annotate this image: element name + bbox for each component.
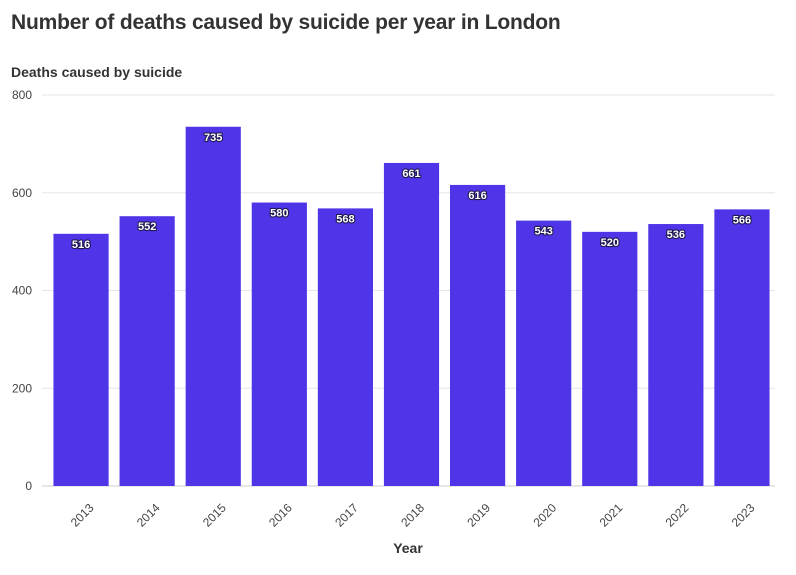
bar-value-labels: 516 552 735 580 568 661 616 543 520 536 566 (71, 131, 752, 252)
y-tick-label: 800 (12, 88, 32, 102)
bar-2015[interactable] (185, 126, 241, 487)
bar-value-label-2019: 616 (468, 190, 486, 202)
y-tick-label: 600 (12, 186, 32, 200)
chart-title: Number of deaths caused by suicide per y… (11, 11, 561, 34)
bar-2018[interactable] (383, 162, 440, 486)
x-tick-label-2020: 2020 (530, 501, 559, 530)
y-axis-ticks: 0 200 400 600 800 (12, 88, 32, 493)
x-tick-label-2023: 2023 (729, 501, 758, 530)
bar-2016[interactable] (251, 202, 307, 486)
bar-value-label-2013: 516 (72, 239, 90, 251)
x-tick-label-2019: 2019 (464, 501, 493, 530)
x-tick-label-2022: 2022 (663, 501, 692, 530)
bar-value-label-2020: 543 (535, 226, 553, 238)
x-axis-ticks: 2013 2014 2015 2016 2017 2018 2019 2020 2021 2022… (68, 501, 758, 530)
bar-2019[interactable] (449, 184, 506, 486)
x-tick-label-2013: 2013 (68, 501, 97, 530)
y-tick-label: 400 (12, 284, 32, 298)
bar-value-label-2017: 568 (336, 213, 354, 225)
x-tick-label-2014: 2014 (134, 501, 163, 530)
bar-value-label-2021: 520 (601, 237, 619, 249)
bar-value-label-2015: 735 (204, 132, 222, 144)
bar-2013[interactable] (53, 233, 109, 486)
bars (53, 126, 770, 487)
x-tick-label-2015: 2015 (200, 501, 229, 530)
bar-2023[interactable] (714, 209, 770, 486)
bar-value-label-2016: 580 (270, 208, 288, 220)
x-tick-label-2018: 2018 (398, 501, 427, 530)
bar-2022[interactable] (648, 224, 704, 486)
y-tick-label: 200 (12, 381, 32, 395)
x-axis-title: Year (393, 540, 423, 556)
x-tick-label-2017: 2017 (332, 501, 361, 530)
bar-value-label-2018: 661 (402, 168, 420, 180)
x-tick-label-2016: 2016 (266, 501, 295, 530)
bar-2017[interactable] (317, 208, 374, 486)
y-tick-label: 0 (25, 479, 32, 493)
bar-2014[interactable] (119, 216, 175, 486)
x-tick-label-2021: 2021 (597, 501, 626, 530)
bar-value-label-2023: 566 (733, 214, 751, 226)
bar-value-label-2022: 536 (667, 229, 685, 241)
bar-2020[interactable] (516, 220, 572, 486)
bar-2021[interactable] (582, 231, 638, 486)
y-axis-title: Deaths caused by suicide (11, 64, 183, 80)
bar-value-label-2014: 552 (138, 221, 156, 233)
